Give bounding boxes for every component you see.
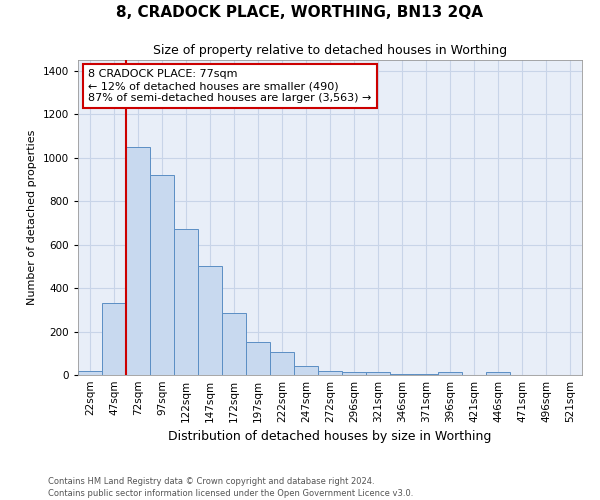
Bar xyxy=(390,374,414,375)
Bar xyxy=(222,313,246,375)
Bar xyxy=(366,372,390,375)
Bar xyxy=(150,175,174,375)
Bar xyxy=(246,342,270,375)
Bar xyxy=(78,370,102,375)
Bar xyxy=(294,366,318,375)
Bar xyxy=(198,266,222,375)
Bar xyxy=(486,372,510,375)
Y-axis label: Number of detached properties: Number of detached properties xyxy=(27,130,37,305)
Bar xyxy=(102,304,126,375)
Bar xyxy=(438,372,462,375)
Bar xyxy=(414,374,438,375)
Bar xyxy=(318,370,342,375)
Text: 8 CRADOCK PLACE: 77sqm
← 12% of detached houses are smaller (490)
87% of semi-de: 8 CRADOCK PLACE: 77sqm ← 12% of detached… xyxy=(88,70,371,102)
Bar xyxy=(126,147,150,375)
Text: Contains HM Land Registry data © Crown copyright and database right 2024.
Contai: Contains HM Land Registry data © Crown c… xyxy=(48,476,413,498)
Bar xyxy=(342,372,366,375)
Text: 8, CRADOCK PLACE, WORTHING, BN13 2QA: 8, CRADOCK PLACE, WORTHING, BN13 2QA xyxy=(116,5,484,20)
Title: Size of property relative to detached houses in Worthing: Size of property relative to detached ho… xyxy=(153,44,507,58)
X-axis label: Distribution of detached houses by size in Worthing: Distribution of detached houses by size … xyxy=(169,430,491,444)
Bar xyxy=(174,230,198,375)
Bar xyxy=(270,352,294,375)
